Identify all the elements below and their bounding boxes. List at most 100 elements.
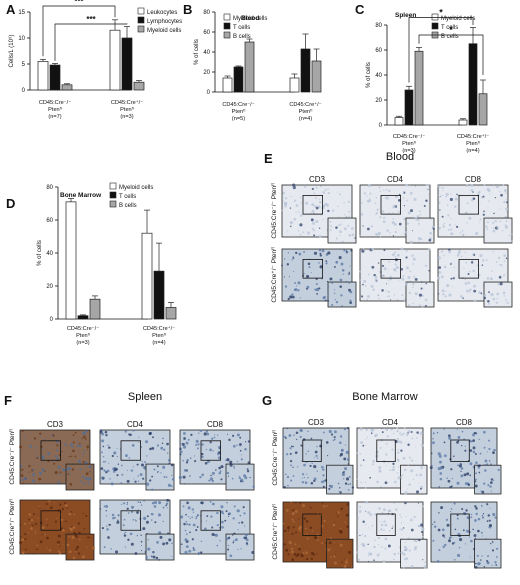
tissue-cell	[490, 293, 494, 297]
tissue-cell	[77, 552, 81, 555]
tissue-cell	[130, 542, 134, 546]
tissue-cell	[483, 430, 486, 434]
tissue-cell	[286, 428, 288, 430]
tissue-cell	[102, 445, 104, 448]
tissue-cell	[316, 470, 318, 472]
tissue-cell	[414, 277, 418, 281]
tissue-cell	[324, 202, 328, 206]
tissue-cell	[238, 476, 242, 480]
tissue-cell	[443, 441, 446, 444]
tissue-cell	[307, 450, 310, 453]
tissue-cell	[482, 195, 485, 198]
tissue-cell	[361, 249, 365, 253]
tissue-cell	[295, 251, 298, 255]
tissue-cell	[196, 514, 200, 517]
tissue-cell	[404, 492, 408, 495]
tissue-cell	[477, 529, 480, 533]
column-label-cd4: CD4	[127, 420, 144, 429]
tissue-cell	[344, 444, 347, 446]
tissue-cell	[366, 436, 369, 439]
bar-D-t-cells	[77, 315, 89, 320]
tissue-cell	[482, 213, 485, 216]
tissue-cell	[447, 229, 450, 231]
tissue-cell	[437, 276, 441, 280]
tissue-cell	[205, 520, 208, 522]
tissue-cell	[60, 518, 64, 522]
tissue-cell	[304, 527, 307, 530]
bar-A-leukocytes	[109, 29, 121, 91]
tissue-cell	[360, 294, 362, 296]
tissue-cell	[343, 428, 347, 431]
tissue-cell	[406, 222, 410, 225]
tissue-cell	[347, 483, 349, 485]
tissue-cell	[420, 281, 423, 283]
tissue-cell	[359, 464, 363, 467]
tissue-cell	[141, 550, 143, 552]
tissue-cell	[38, 477, 42, 481]
tissue-cell	[413, 275, 416, 278]
tissue-cell	[31, 524, 33, 526]
tissue-cell	[330, 547, 332, 549]
tissue-cell	[492, 221, 495, 224]
legend-label: B cells	[441, 34, 459, 40]
tissue-cell	[243, 474, 247, 478]
tissue-cell	[458, 249, 461, 253]
tissue-cell	[385, 465, 387, 467]
tissue-cell	[87, 481, 90, 485]
tissue-cell	[151, 488, 154, 491]
tissue-cell	[288, 541, 292, 545]
tissue-cell	[128, 457, 131, 459]
tissue-cell	[69, 528, 73, 532]
legend-swatch	[137, 16, 145, 24]
tissue-cell	[494, 561, 497, 564]
tissue-cell	[404, 547, 408, 552]
tissue-cell	[123, 518, 126, 521]
tissue-cell	[241, 454, 243, 456]
tissue-cell	[410, 565, 414, 568]
tissue-cell	[346, 250, 348, 253]
tissue-cell	[189, 475, 191, 477]
tissue-cell	[245, 542, 248, 545]
tissue-cell	[227, 475, 230, 477]
tissue-cell	[454, 558, 456, 561]
tissue-cell	[289, 207, 292, 209]
tissue-cell	[335, 300, 339, 304]
bar-B-t-cells	[300, 48, 311, 93]
tissue-cell	[249, 476, 251, 479]
tissue-cell	[85, 472, 89, 476]
tissue-cell	[304, 273, 306, 275]
tissue-cell	[473, 289, 477, 293]
tissue-cell	[501, 229, 504, 232]
tissue-cell	[185, 461, 189, 464]
tissue-cell	[116, 520, 120, 524]
tissue-cell	[470, 261, 474, 264]
tissue-cell	[343, 564, 347, 568]
tissue-cell	[234, 538, 238, 542]
tissue-cell	[82, 453, 85, 456]
tissue-cell	[313, 464, 317, 469]
tissue-cell	[489, 507, 491, 509]
tissue-cell	[440, 506, 444, 510]
tissue-cell	[494, 449, 497, 451]
tissue-cell	[322, 468, 325, 471]
tissue-cell	[57, 543, 59, 545]
tissue-cell	[46, 536, 49, 540]
tissue-cell	[43, 439, 45, 441]
tissue-cell	[33, 475, 35, 477]
tissue-cell	[57, 481, 60, 484]
tissue-cell	[195, 439, 199, 444]
tissue-cell	[365, 500, 369, 504]
tissue-cell	[227, 548, 230, 551]
tissue-cell	[461, 229, 464, 232]
tissue-cell	[293, 270, 295, 273]
tissue-cell	[27, 531, 29, 534]
zoom-region-box	[302, 513, 322, 537]
tissue-cell	[503, 295, 506, 297]
bar-B-myeloid-cells	[222, 77, 233, 93]
tissue-cell	[384, 197, 386, 199]
tissue-cell	[72, 449, 75, 453]
tissue-cell	[394, 223, 397, 226]
tissue-cell	[181, 442, 185, 446]
tissue-cell	[151, 475, 154, 478]
tissue-cell	[30, 518, 34, 522]
